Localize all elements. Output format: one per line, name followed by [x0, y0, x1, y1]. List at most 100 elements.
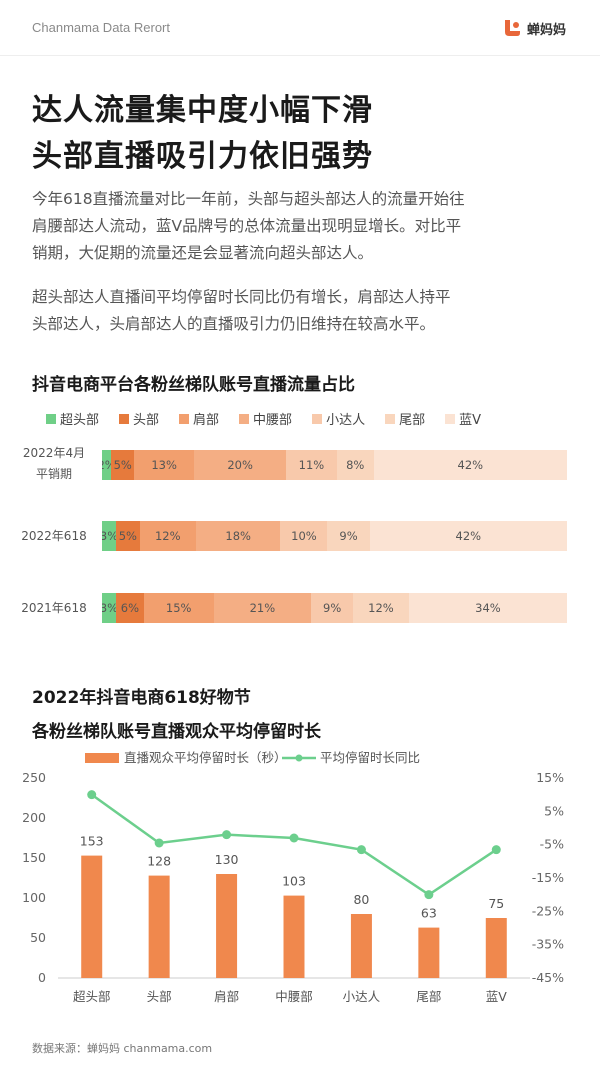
- line-point: [87, 790, 97, 800]
- bar: [418, 927, 440, 978]
- bar: [283, 895, 305, 978]
- paragraph-line: 销期，大促期的流量还是会显著流向超头部达人。: [32, 244, 374, 262]
- legend-swatch: [385, 413, 396, 424]
- line-point: [424, 890, 434, 900]
- legend-item: 超头部: [46, 409, 99, 428]
- legend-item: 肩部: [179, 409, 219, 428]
- y2-tick-label: -25%: [532, 903, 564, 918]
- y2-tick-label: -45%: [532, 970, 564, 985]
- bar-segment: 6%: [115, 593, 144, 623]
- stacked-bar: 2%5%13%20%11%8%42%: [102, 450, 567, 480]
- x-tick-label: 中腰部: [275, 989, 313, 1004]
- y-tick-label: 100: [22, 890, 46, 905]
- paragraph-line: 超头部达人直播间平均停留时长同比仍有增长，肩部达人持平: [32, 288, 451, 306]
- x-tick-label: 尾部: [416, 989, 441, 1004]
- legend-label: 中腰部: [253, 413, 293, 428]
- stacked-bar: 3%6%15%21%9%12%34%: [102, 593, 567, 623]
- tick-label: 2022年618: [21, 529, 87, 543]
- bar-segment: 15%: [143, 593, 214, 623]
- data-source-footer: 数据来源：蝉妈妈 chanmama.com: [32, 1042, 213, 1055]
- legend-label: 头部: [133, 413, 160, 428]
- bar-segment: 11%: [286, 450, 337, 480]
- line-point: [154, 838, 164, 848]
- bar-segment: 20%: [194, 450, 287, 480]
- y-tick-label: 200: [22, 810, 46, 825]
- legend-item: 头部: [119, 409, 159, 428]
- chanmama-logo-icon: [504, 20, 520, 36]
- legend-swatch: [445, 413, 456, 424]
- stacked-row-label: 2022年4月 平销期: [14, 443, 94, 485]
- combo-bar-line-chart: 直播观众平均停留时长（秒） 平均停留时长同比 250 200 150 100 50 0 15% 5…: [22, 750, 564, 1004]
- combo-chart-title-line-2: 各粉丝梯队账号直播观众平均停留时长: [32, 722, 321, 742]
- legend-swatch: [46, 413, 56, 424]
- data-label: 103: [282, 874, 306, 889]
- bar: [81, 855, 103, 978]
- x-tick-label: 头部: [147, 989, 172, 1004]
- legend-item: 蓝V: [445, 409, 481, 428]
- intro-paragraph-2: 超头部达人直播间平均停留时长同比仍有增长，肩部达人持平 头部达人，头肩部达人的直…: [32, 284, 572, 338]
- bar-segment: 9%: [327, 521, 370, 551]
- headline-line-2: 头部直播吸引力依旧强势: [32, 139, 373, 174]
- bar-segment: 9%: [311, 593, 354, 623]
- y2-tick-label: 5%: [544, 803, 564, 818]
- bar: [216, 874, 238, 978]
- paragraph-line: 今年618直播流量对比一年前，头部与超头部达人的流量开始往: [32, 190, 465, 208]
- data-label: 80: [353, 892, 369, 907]
- bar-segment: 12%: [139, 521, 196, 551]
- line-point: [491, 845, 501, 855]
- y-tick-label: 50: [30, 930, 46, 945]
- stacked-bar: 3%5%12%18%10%9%42%: [102, 521, 567, 551]
- bar-segment: 2%: [102, 450, 112, 480]
- tick-label: 2022年4月: [22, 446, 86, 460]
- bar: [148, 875, 170, 978]
- legend-label: 超头部: [60, 413, 100, 428]
- x-tick-label: 超头部: [73, 989, 111, 1004]
- data-label: 130: [215, 852, 239, 867]
- y2-tick-label: 15%: [536, 770, 564, 785]
- combo-chart-title-line-1: 2022年抖音电商618好物节: [32, 688, 251, 708]
- stacked-chart-title: 抖音电商平台各粉丝梯队账号直播流量占比: [32, 375, 355, 395]
- page-headline: 达人流量集中度小幅下滑 头部直播吸引力依旧强势: [32, 88, 373, 180]
- logo-text: 蝉妈妈: [526, 22, 566, 38]
- y2-tick-label: -15%: [532, 870, 564, 885]
- paragraph-line: 头部达人，头肩部达人的直播吸引力仍旧维持在较高水平。: [32, 315, 436, 333]
- y2-tick-label: -35%: [532, 937, 564, 952]
- data-label: 75: [488, 896, 504, 911]
- y-tick-label: 150: [22, 850, 46, 865]
- headline-line-1: 达人流量集中度小幅下滑: [32, 93, 373, 128]
- line-point: [222, 830, 232, 840]
- x-tick-label: 肩部: [214, 989, 239, 1004]
- y2-tick-label: -5%: [540, 837, 564, 852]
- legend-marker: [295, 754, 303, 762]
- bar-segment: 3%: [102, 593, 116, 623]
- intro-paragraph-1: 今年618直播流量对比一年前，头部与超头部达人的流量开始往 肩腰部达人流动，蓝V…: [32, 186, 572, 267]
- legend-label: 小达人: [326, 413, 366, 428]
- legend-label: 平均停留时长同比: [320, 750, 420, 765]
- bar-segment: 34%: [408, 593, 567, 623]
- brand-logo: 蝉妈妈: [501, 17, 566, 39]
- paragraph-line: 肩腰部达人流动，蓝V品牌号的总体流量出现明显增长。对比平: [32, 217, 462, 235]
- y-tick-label: 0: [38, 970, 46, 985]
- legend-label: 直播观众平均停留时长（秒）: [124, 750, 287, 765]
- legend-label: 蓝V: [459, 413, 481, 428]
- bar-segment: 42%: [369, 521, 567, 551]
- legend-label: 尾部: [399, 413, 426, 428]
- legend-swatch: [312, 413, 323, 424]
- bar: [485, 918, 507, 978]
- tick-label: 平销期: [35, 467, 72, 481]
- header: Chanmama Data Rerort 蝉妈妈: [0, 0, 600, 56]
- data-label: 128: [147, 854, 171, 869]
- stacked-chart-legend: 超头部 头部 肩部 中腰部 小达人 尾部 蓝V: [46, 409, 501, 428]
- bar-segment: 12%: [353, 593, 409, 623]
- bar-segment: 42%: [373, 450, 567, 480]
- legend-swatch: [239, 413, 250, 424]
- data-label: 153: [80, 834, 104, 849]
- stacked-row-label: 2022年618: [14, 526, 94, 547]
- bar-segment: 5%: [111, 450, 135, 480]
- legend-swatch: [85, 753, 119, 763]
- y-tick-label: 250: [22, 770, 46, 785]
- line-point: [289, 833, 299, 843]
- bar-segment: 5%: [116, 521, 140, 551]
- legend-item: 小达人: [312, 409, 365, 428]
